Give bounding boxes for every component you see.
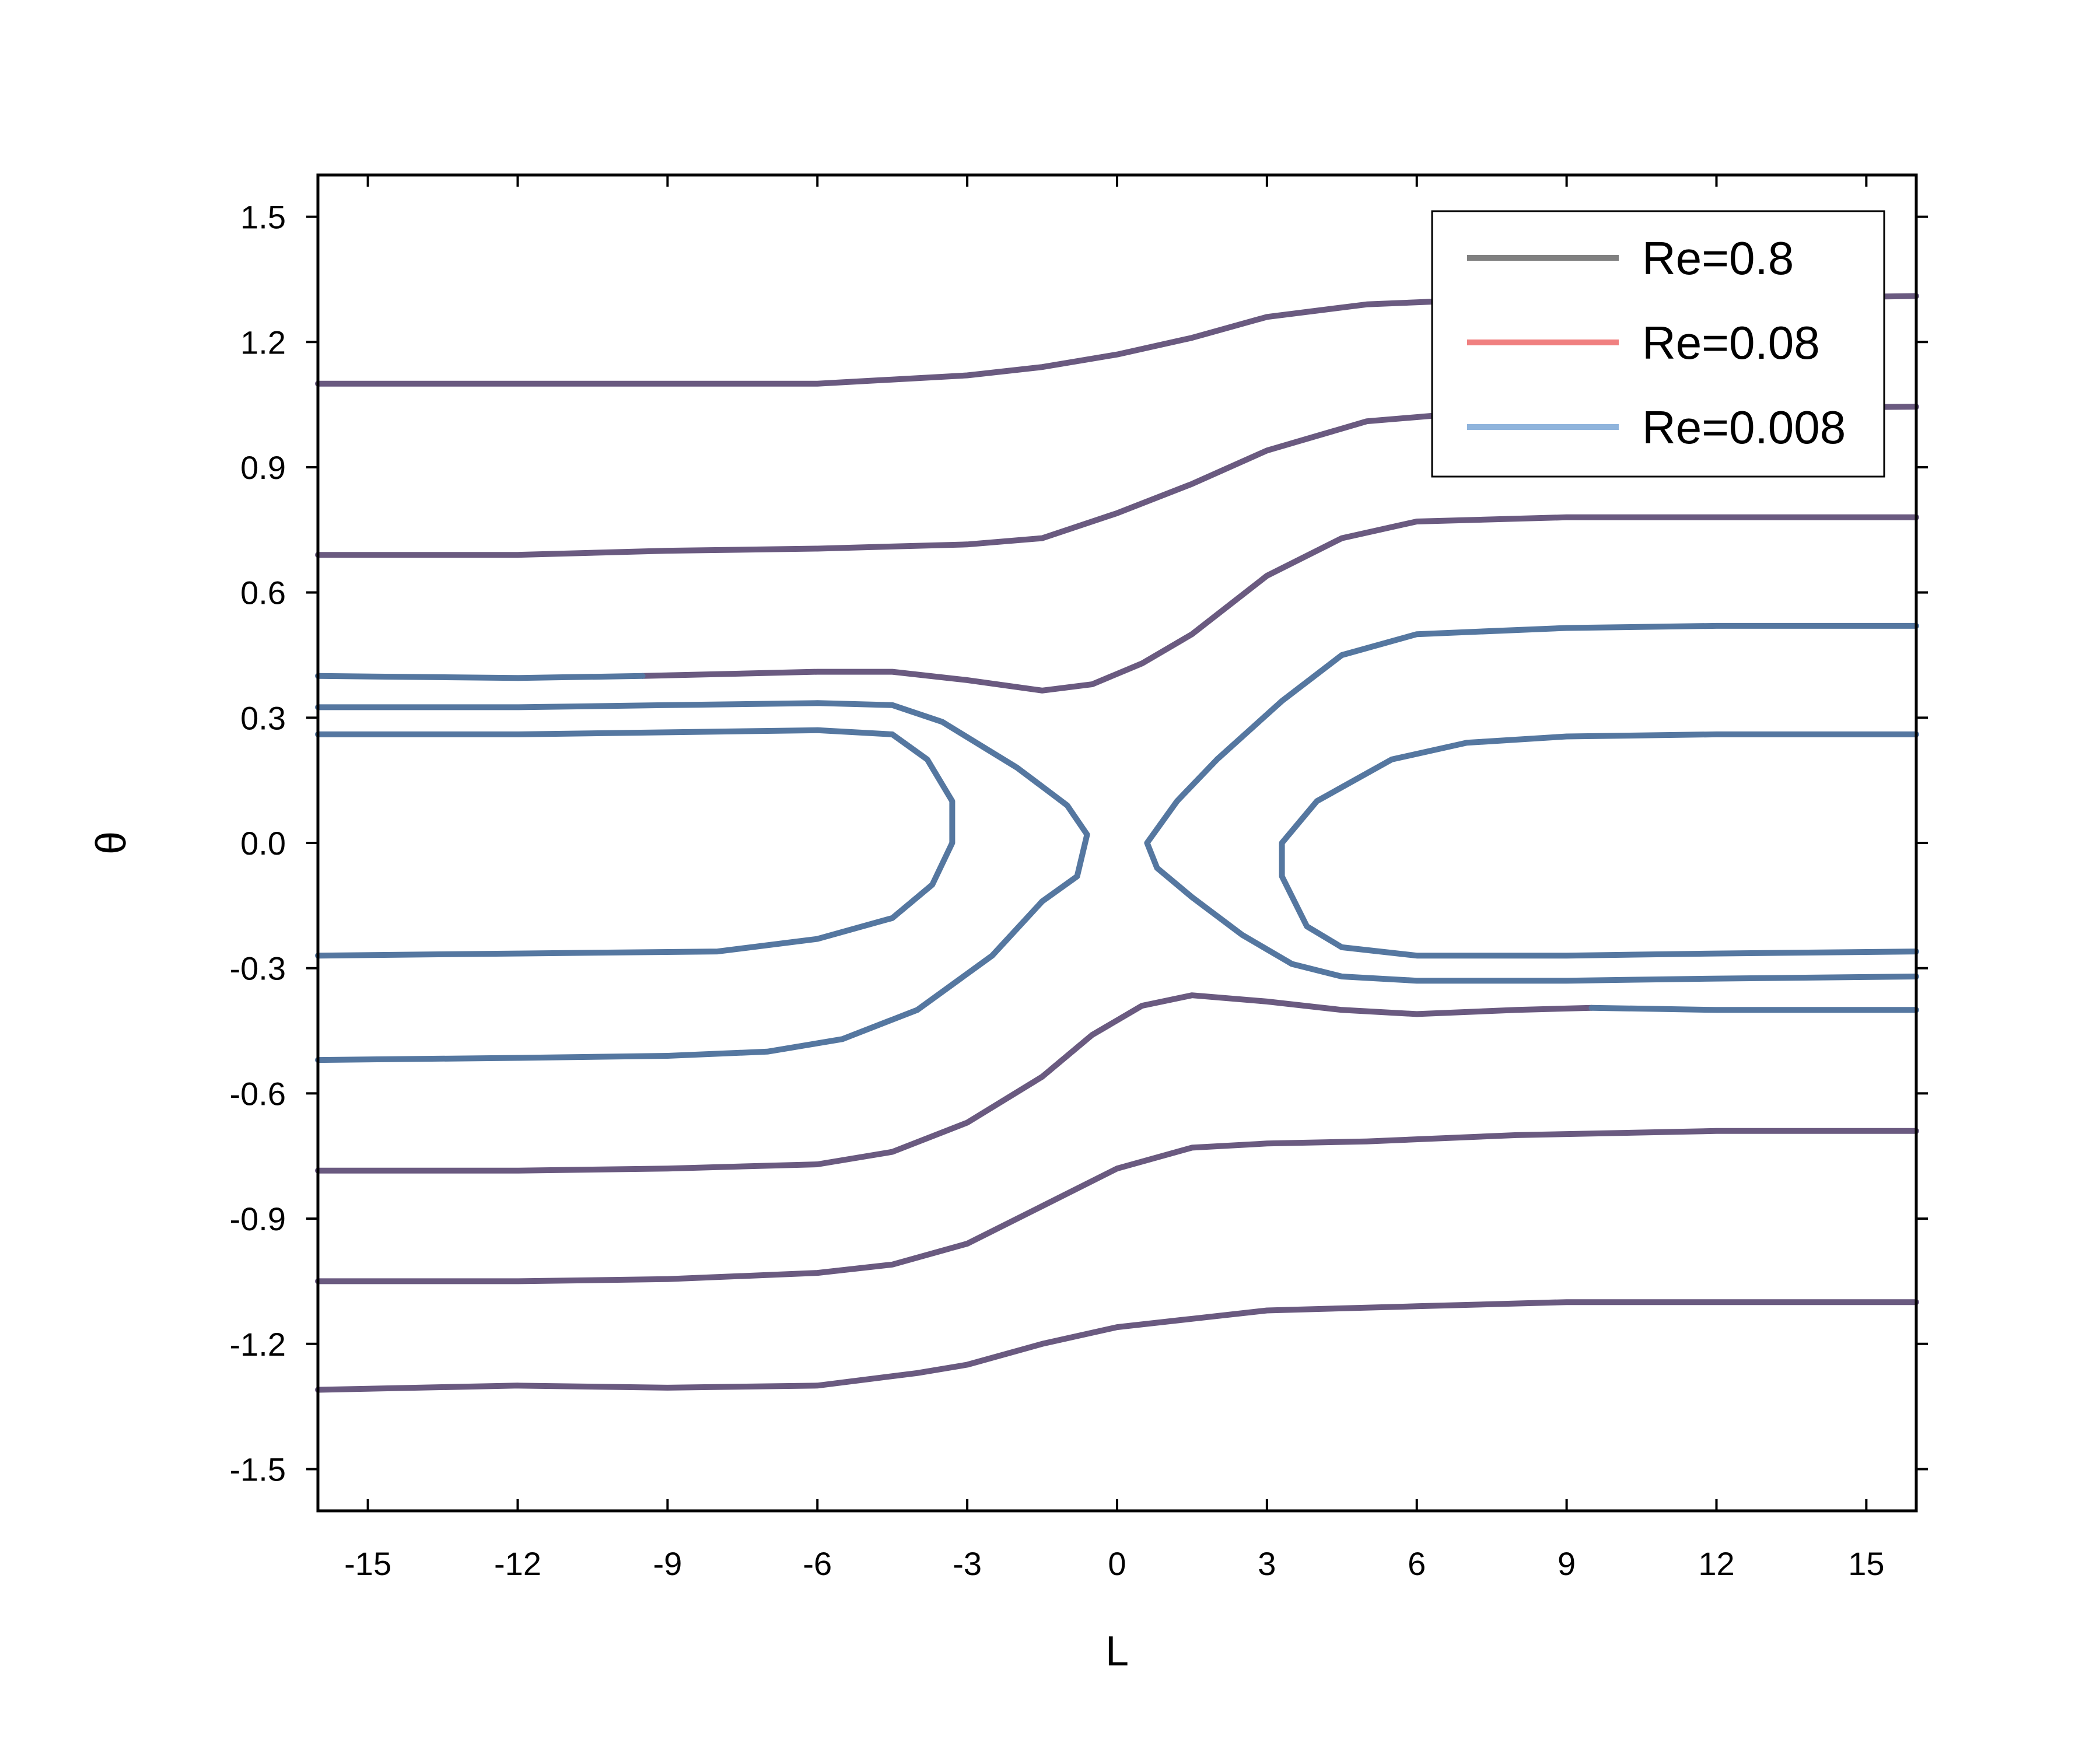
y-tick-label: 0.9 (240, 449, 286, 486)
legend-label: Re=0.008 (1642, 401, 1846, 453)
y-tick-label: 0.6 (240, 575, 286, 611)
x-tick-label: 3 (1258, 1545, 1276, 1582)
contour-lines (315, 293, 1919, 1393)
y-tick-label: -1.2 (230, 1326, 286, 1363)
y-tick-label: -0.3 (230, 950, 286, 987)
contour-line-11 (1144, 622, 1919, 984)
y-tick-label: 1.5 (240, 199, 286, 236)
x-tick-label: 6 (1408, 1545, 1426, 1582)
y-tick-label: -1.5 (230, 1451, 286, 1488)
contour-line-10 (315, 727, 956, 959)
contour-line-5 (315, 1128, 1919, 1284)
x-tick-label: -15 (344, 1545, 391, 1582)
x-tick-label: 12 (1698, 1545, 1734, 1582)
x-tick-label: -6 (803, 1545, 832, 1582)
legend-label: Re=0.08 (1642, 317, 1820, 369)
tick-labels: -15 -12 -9 -6 -3 0 3 6 9 12 15 1.5 1.2 0.9 0.6 0.3 0.0 -0… (230, 199, 1885, 1582)
x-tick-label: 15 (1848, 1545, 1884, 1582)
legend-label: Re=0.8 (1642, 232, 1794, 284)
x-tick-label: -12 (494, 1545, 541, 1582)
y-tick-label: 1.2 (240, 324, 286, 360)
x-tick-label: 0 (1108, 1545, 1126, 1582)
contour-line-3 (639, 514, 1919, 694)
y-tick-label: 0.3 (240, 699, 286, 736)
contour-line-9 (315, 700, 1090, 1063)
x-tick-label: -3 (953, 1545, 982, 1582)
x-axis-label: L (1105, 1628, 1129, 1675)
y-axis-label: θ (88, 831, 135, 855)
x-tick-label: -9 (653, 1545, 682, 1582)
x-tick-label: 9 (1558, 1545, 1576, 1582)
y-tick-label: -0.9 (230, 1200, 286, 1237)
contour-line-6 (315, 1299, 1919, 1393)
contour-line-7 (315, 673, 646, 681)
contour-line-4 (315, 992, 1595, 1174)
y-tick-label: 0.0 (240, 825, 286, 862)
legend: Re=0.8 Re=0.08 Re=0.008 (1431, 210, 1885, 478)
contour-line-8 (1588, 1005, 1919, 1013)
axis-ticks (306, 175, 1928, 1511)
y-tick-label: -0.6 (230, 1075, 286, 1112)
contour-line-12 (1279, 731, 1919, 959)
